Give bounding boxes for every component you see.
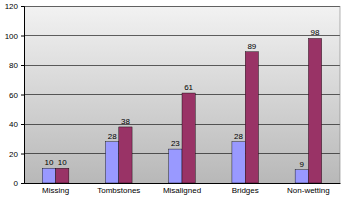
bar [295, 170, 308, 183]
y-tick-mark [21, 183, 24, 184]
chart: 10 28 23 28 9 10 38 61 89 98 0 20 40 60 80 100 120 Missin… [0, 0, 345, 200]
x-tick: Missing [42, 183, 69, 195]
x-tick: Tombstones [97, 183, 140, 195]
grid-line [24, 35, 340, 36]
data-label: 38 [121, 117, 130, 126]
x-tick: Non-wetting [287, 183, 330, 195]
bar [169, 149, 182, 183]
x-axis: Missing Tombstones Misaligned Bridges Non-we… [25, 183, 341, 195]
data-labels: 10 28 23 28 9 10 38 61 89 98 [45, 28, 321, 168]
y-tick-mark [21, 65, 24, 66]
data-label: 10 [58, 158, 67, 167]
y-tick: 60 [9, 91, 24, 100]
y-tick: 40 [9, 120, 24, 129]
bars [42, 38, 321, 183]
plot: 10 28 23 28 9 10 38 61 89 98 0 20 40 60 80 100 120 Missin… [5, 2, 341, 195]
x-tick-label: Non-wetting [287, 186, 330, 195]
x-tick: Bridges [232, 183, 259, 195]
grid-line [24, 6, 340, 7]
bar [245, 52, 258, 183]
y-axis-line [21, 7, 25, 184]
y-tick-mark [21, 6, 24, 7]
data-label: 98 [311, 28, 320, 37]
x-axis-line [25, 183, 341, 184]
data-label: 9 [300, 160, 305, 169]
y-tick-label: 20 [9, 150, 18, 159]
y-tick: 80 [9, 61, 24, 70]
bar [232, 142, 245, 183]
y-tick-mark [21, 36, 24, 37]
y-tick-label: 120 [5, 2, 19, 11]
bar [308, 38, 321, 183]
x-tick-label: Tombstones [97, 186, 140, 195]
data-label: 23 [171, 139, 180, 148]
data-label: 28 [234, 132, 243, 141]
plot-background [24, 6, 340, 183]
data-label: 10 [45, 158, 54, 167]
y-tick-label: 60 [9, 91, 18, 100]
y-tick-mark [21, 95, 24, 96]
y-tick: 100 [5, 32, 24, 41]
data-label: 61 [184, 83, 193, 92]
grid [24, 6, 340, 183]
bar [119, 127, 132, 183]
bar [182, 93, 195, 183]
y-tick: 0 [14, 179, 24, 188]
y-tick: 20 [9, 150, 24, 159]
y-tick-label: 0 [14, 179, 19, 188]
y-tick: 120 [5, 2, 24, 11]
bar [106, 142, 119, 183]
y-axis: 0 20 40 60 80 100 120 [5, 2, 25, 188]
x-tick-label: Missing [42, 186, 69, 195]
x-tick-label: Bridges [232, 186, 259, 195]
bar [42, 168, 55, 183]
y-tick-mark [21, 154, 24, 155]
plot-frame [340, 6, 341, 183]
data-label: 28 [108, 132, 117, 141]
y-tick-label: 40 [9, 120, 18, 129]
bar [56, 168, 69, 183]
x-tick-label: Misaligned [163, 186, 201, 195]
grid-line [24, 65, 340, 66]
x-tick: Misaligned [163, 183, 201, 195]
data-label: 89 [247, 42, 256, 51]
y-tick-label: 100 [5, 32, 19, 41]
y-tick-mark [21, 124, 24, 125]
y-tick-label: 80 [9, 61, 18, 70]
